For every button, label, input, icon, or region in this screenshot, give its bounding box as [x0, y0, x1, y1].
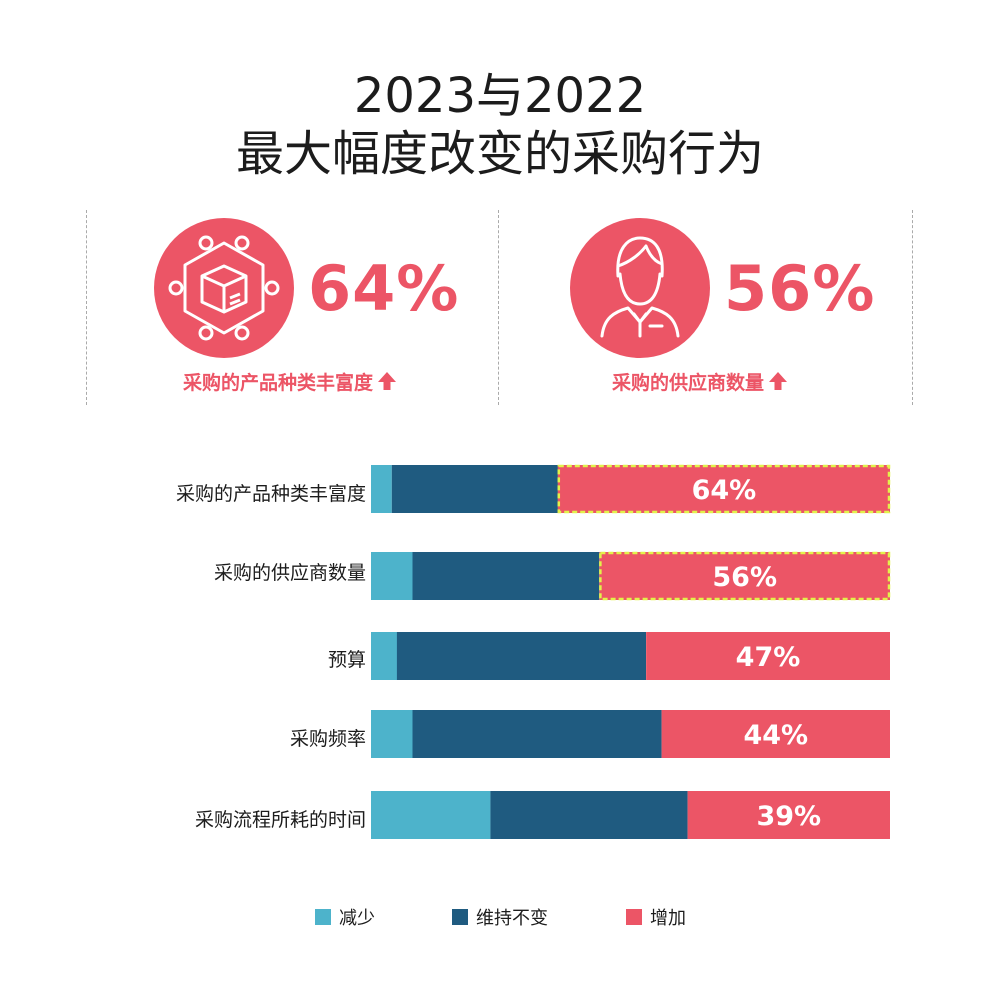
data-label-5: 39%	[756, 801, 821, 832]
row-label-product-variety: 采购的产品种类丰富度	[175, 483, 366, 505]
divider-left	[86, 210, 87, 405]
highlight-caption: 采购的产品种类丰富度	[182, 372, 373, 394]
highlight-supplier-count: 56% 采购的供应商数量	[500, 218, 900, 403]
bar-segment-unchanged-2	[412, 552, 600, 600]
bar-segment-unchanged-3	[396, 632, 646, 680]
divider-middle	[498, 210, 499, 405]
legend-label-increase: 增加	[650, 908, 686, 929]
highlight-value: 64%	[308, 252, 460, 325]
row-label-process-time: 采购流程所耗的时间	[194, 809, 366, 831]
divider-right	[912, 210, 913, 405]
row-label-frequency: 采购频率	[289, 728, 366, 750]
data-label-4: 44%	[743, 720, 808, 751]
bar-segment-decrease-4	[371, 710, 413, 758]
legend-swatch-decrease	[315, 909, 331, 925]
title-line-1: 2023与2022	[353, 68, 647, 124]
legend-item-increase: 增加	[626, 905, 686, 929]
bar-segment-unchanged-5	[490, 791, 688, 839]
highlight-caption: 采购的供应商数量	[611, 372, 764, 394]
row-label-supplier-count: 采购的供应商数量	[213, 562, 366, 584]
supplier-person-icon	[570, 218, 710, 358]
bar-segment-increase-5	[687, 791, 890, 839]
bar-segment-increase-1	[557, 465, 890, 513]
legend-swatch-unchanged	[452, 909, 468, 925]
arrow-up-icon	[378, 372, 396, 390]
arrow-up-icon	[769, 372, 787, 390]
highlight-value: 56%	[724, 252, 876, 325]
bar-segment-unchanged-1	[391, 465, 558, 513]
bar-segment-decrease-1	[371, 465, 392, 513]
bar-segment-unchanged-4	[412, 710, 662, 758]
bar-segment-decrease-5	[371, 791, 491, 839]
data-label-2: 56%	[712, 562, 777, 593]
bar-segment-increase-2	[599, 552, 890, 600]
highlight-product-variety: 64% 采购的产品种类丰富度	[90, 218, 490, 403]
highlight-outline-1	[557, 464, 891, 514]
legend-item-unchanged: 维持不变	[452, 905, 548, 929]
title-line-2: 最大幅度改变的采购行为	[235, 126, 764, 182]
legend-item-decrease: 减少	[315, 905, 375, 929]
data-label-1: 64%	[692, 475, 757, 506]
legend-label-decrease: 减少	[339, 908, 375, 929]
bar-segment-increase-4	[661, 710, 890, 758]
data-label-3: 47%	[736, 642, 801, 673]
row-label-budget: 预算	[327, 649, 366, 671]
bar-segment-increase-3	[646, 632, 890, 680]
bar-segment-decrease-3	[371, 632, 397, 680]
legend-swatch-increase	[626, 909, 642, 925]
bar-segment-decrease-2	[371, 552, 413, 600]
legend-label-unchanged: 维持不变	[476, 908, 548, 929]
product-network-icon	[154, 218, 294, 358]
highlight-outline-2	[599, 551, 891, 601]
legend: 减少 维持不变 增加	[0, 905, 1000, 935]
